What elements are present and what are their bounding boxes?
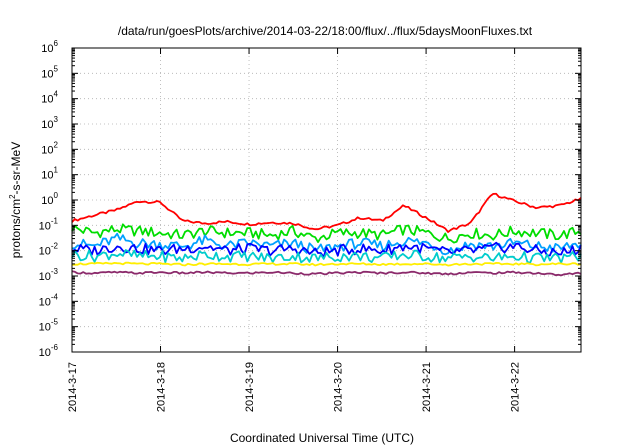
series-line <box>71 232 582 256</box>
y-tick-label: 106 <box>41 39 58 55</box>
y-tick-label: 10-2 <box>39 242 59 258</box>
y-tick-label: 104 <box>41 90 58 106</box>
grid <box>72 48 581 352</box>
y-tick-label: 102 <box>41 140 58 156</box>
y-axis-label: protons/cm2-s-sr-MeV <box>8 142 23 258</box>
series-line <box>71 261 582 267</box>
y-tick-label: 10-3 <box>39 267 59 283</box>
x-tick-label: 2014-3-21 <box>421 362 433 412</box>
y-tick-label: 10-6 <box>39 343 59 359</box>
x-axis: 2014-3-17 2014-3-18 2014-3-19 2014-3-20 2014… <box>67 48 522 412</box>
y-tick-label: 103 <box>41 115 58 131</box>
x-tick-label: 2014-3-20 <box>333 362 345 412</box>
y-tick-label: 101 <box>41 166 58 182</box>
y-tick-label: 10-1 <box>39 216 59 232</box>
y-tick-label: 10-4 <box>39 292 59 308</box>
y-axis: 10-6 10-5 10-4 10-3 10-2 10-1 100 101 102 103 104 1… <box>39 39 581 359</box>
y-tick-label: 100 <box>41 191 58 207</box>
series-line <box>71 223 582 244</box>
series-line <box>71 249 582 264</box>
x-tick-label: 2014-3-19 <box>244 362 256 412</box>
x-tick-label: 2014-3-17 <box>67 362 79 412</box>
x-tick-label: 2014-3-18 <box>156 362 168 412</box>
series-line <box>71 241 582 258</box>
series-group <box>71 192 582 277</box>
y-tick-label: 105 <box>41 64 58 80</box>
y-tick-label: 10-5 <box>39 318 59 334</box>
chart-title: /data/run/goesPlots/archive/2014-03-22/1… <box>118 24 533 38</box>
series-line <box>71 270 582 277</box>
series-line <box>71 192 582 234</box>
x-tick-label: 2014-3-22 <box>510 362 522 412</box>
x-axis-label: Coordinated Universal Time (UTC) <box>230 431 414 445</box>
